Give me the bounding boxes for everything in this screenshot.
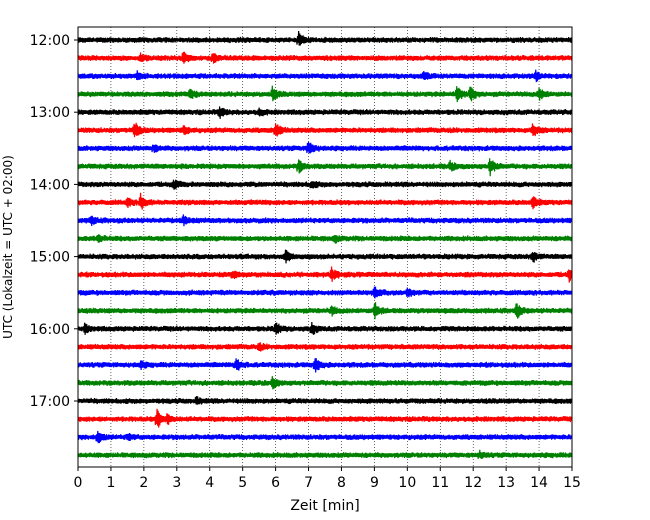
grid-lines (110, 27, 540, 467)
y-axis-ticks: 12:00 13:00 14:00 15:00 16:00 17:00 (30, 33, 78, 410)
x-tick-label: 13 (497, 475, 515, 491)
trace-1415 (77, 192, 573, 210)
trace-1200 (77, 30, 573, 46)
x-tick-label: 14 (530, 475, 548, 491)
x-tick-label: 15 (563, 475, 581, 491)
x-tick-label: 8 (337, 475, 346, 491)
x-tick-label: 1 (106, 475, 115, 491)
x-tick-label: 2 (139, 475, 148, 491)
x-axis-ticks: 0 1 2 3 4 5 6 7 8 9 10 11 12 13 14 15 (74, 467, 581, 491)
trace-1630 (77, 358, 573, 373)
x-tick-label: 11 (431, 475, 449, 491)
x-tick-label: 6 (271, 475, 280, 491)
x-tick-label: 0 (74, 475, 83, 491)
y-tick-label: 17:00 (30, 394, 70, 410)
trace-1215 (77, 51, 573, 64)
plot-frame (77, 26, 573, 468)
x-axis-label: Zeit [min] (290, 498, 359, 514)
trace-1600 (77, 321, 573, 335)
trace-1500 (77, 249, 573, 264)
x-tick-label: 5 (238, 475, 247, 491)
trace-1445 (77, 234, 573, 244)
y-tick-label: 16:00 (30, 322, 70, 338)
trace-1745 (77, 449, 573, 459)
trace-1645 (77, 376, 573, 390)
trace-1715 (77, 408, 573, 428)
trace-1730 (77, 430, 573, 444)
x-tick-label: 7 (304, 475, 313, 491)
y-tick-label: 13:00 (30, 105, 70, 121)
y-tick-label: 12:00 (30, 33, 70, 49)
trace-1315 (77, 122, 573, 138)
trace-1345 (77, 158, 573, 177)
trace-1700 (77, 396, 573, 405)
trace-1230 (77, 69, 573, 83)
x-tick-label: 10 (398, 475, 416, 491)
trace-1515 (77, 266, 573, 283)
seismic-traces (77, 30, 573, 459)
trace-1530 (77, 286, 573, 299)
trace-1400 (77, 179, 573, 190)
trace-1615 (77, 342, 573, 352)
trace-1545 (77, 302, 573, 320)
trace-1430 (77, 214, 573, 227)
trace-1300 (77, 106, 573, 119)
trace-1245 (77, 85, 573, 103)
y-tick-label: 15:00 (30, 250, 70, 266)
x-tick-label: 9 (370, 475, 379, 491)
y-axis-label: UTC (Lokalzeit = UTC + 02:00) (1, 155, 15, 339)
x-tick-label: 3 (172, 475, 181, 491)
x-tick-label: 12 (464, 475, 482, 491)
y-tick-label: 14:00 (30, 177, 70, 193)
x-tick-label: 4 (205, 475, 214, 491)
trace-1330 (77, 141, 573, 154)
